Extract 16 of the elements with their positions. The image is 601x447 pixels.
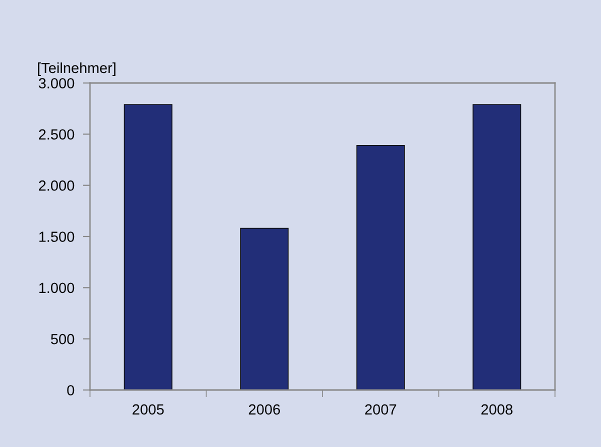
x-tick-label: 2005 xyxy=(132,404,164,415)
y-axis-title: [Teilnehmer] xyxy=(38,62,116,76)
y-tick-label: 0 xyxy=(67,385,74,396)
y-tick-label: 500 xyxy=(50,334,74,344)
y-tick-label: 2.000 xyxy=(38,180,74,191)
y-tick-label: 3.000 xyxy=(38,78,74,88)
x-tick-label: 2006 xyxy=(248,404,280,415)
y-tick-label: 1.000 xyxy=(39,282,74,294)
bar xyxy=(124,104,172,390)
bar xyxy=(356,145,405,390)
x-tick-label: 2008 xyxy=(481,404,512,415)
bar xyxy=(472,104,522,390)
bar xyxy=(240,228,289,390)
y-tick-label: 1.500 xyxy=(39,232,74,242)
y-tick-label: 2.500 xyxy=(38,129,74,140)
x-tick-label: 2007 xyxy=(365,404,396,415)
